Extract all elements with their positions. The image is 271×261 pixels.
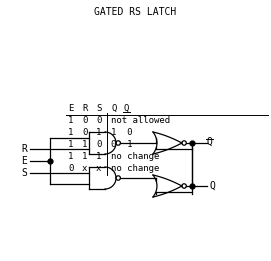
Text: E: E — [68, 104, 73, 113]
Text: Q: Q — [209, 181, 215, 191]
Text: 1  0: 1 0 — [111, 128, 133, 137]
Text: 0: 0 — [96, 116, 101, 125]
Text: R: R — [21, 144, 27, 153]
Text: GATED RS LATCH: GATED RS LATCH — [94, 7, 176, 17]
Text: no change: no change — [111, 152, 159, 161]
Text: E: E — [21, 156, 27, 165]
Text: 1: 1 — [68, 116, 73, 125]
Text: 0: 0 — [82, 128, 87, 137]
Text: S: S — [96, 104, 101, 113]
Text: Q: Q — [206, 137, 212, 147]
Text: not allowed: not allowed — [111, 116, 170, 125]
Text: R: R — [82, 104, 87, 113]
Text: 1: 1 — [96, 152, 101, 161]
Text: 1: 1 — [68, 152, 73, 161]
Text: 1: 1 — [68, 140, 73, 149]
Text: 0  1: 0 1 — [111, 140, 133, 149]
Text: 1: 1 — [68, 128, 73, 137]
Text: 1: 1 — [82, 140, 87, 149]
Text: 0: 0 — [82, 116, 87, 125]
Text: x: x — [82, 164, 87, 173]
Text: 1: 1 — [96, 128, 101, 137]
Text: no change: no change — [111, 164, 159, 173]
Text: Q: Q — [123, 104, 128, 113]
Text: x: x — [96, 164, 101, 173]
Text: 0: 0 — [68, 164, 73, 173]
Text: S: S — [21, 168, 27, 177]
Text: Q: Q — [111, 104, 116, 113]
Text: 1: 1 — [82, 152, 87, 161]
Text: 0: 0 — [96, 140, 101, 149]
